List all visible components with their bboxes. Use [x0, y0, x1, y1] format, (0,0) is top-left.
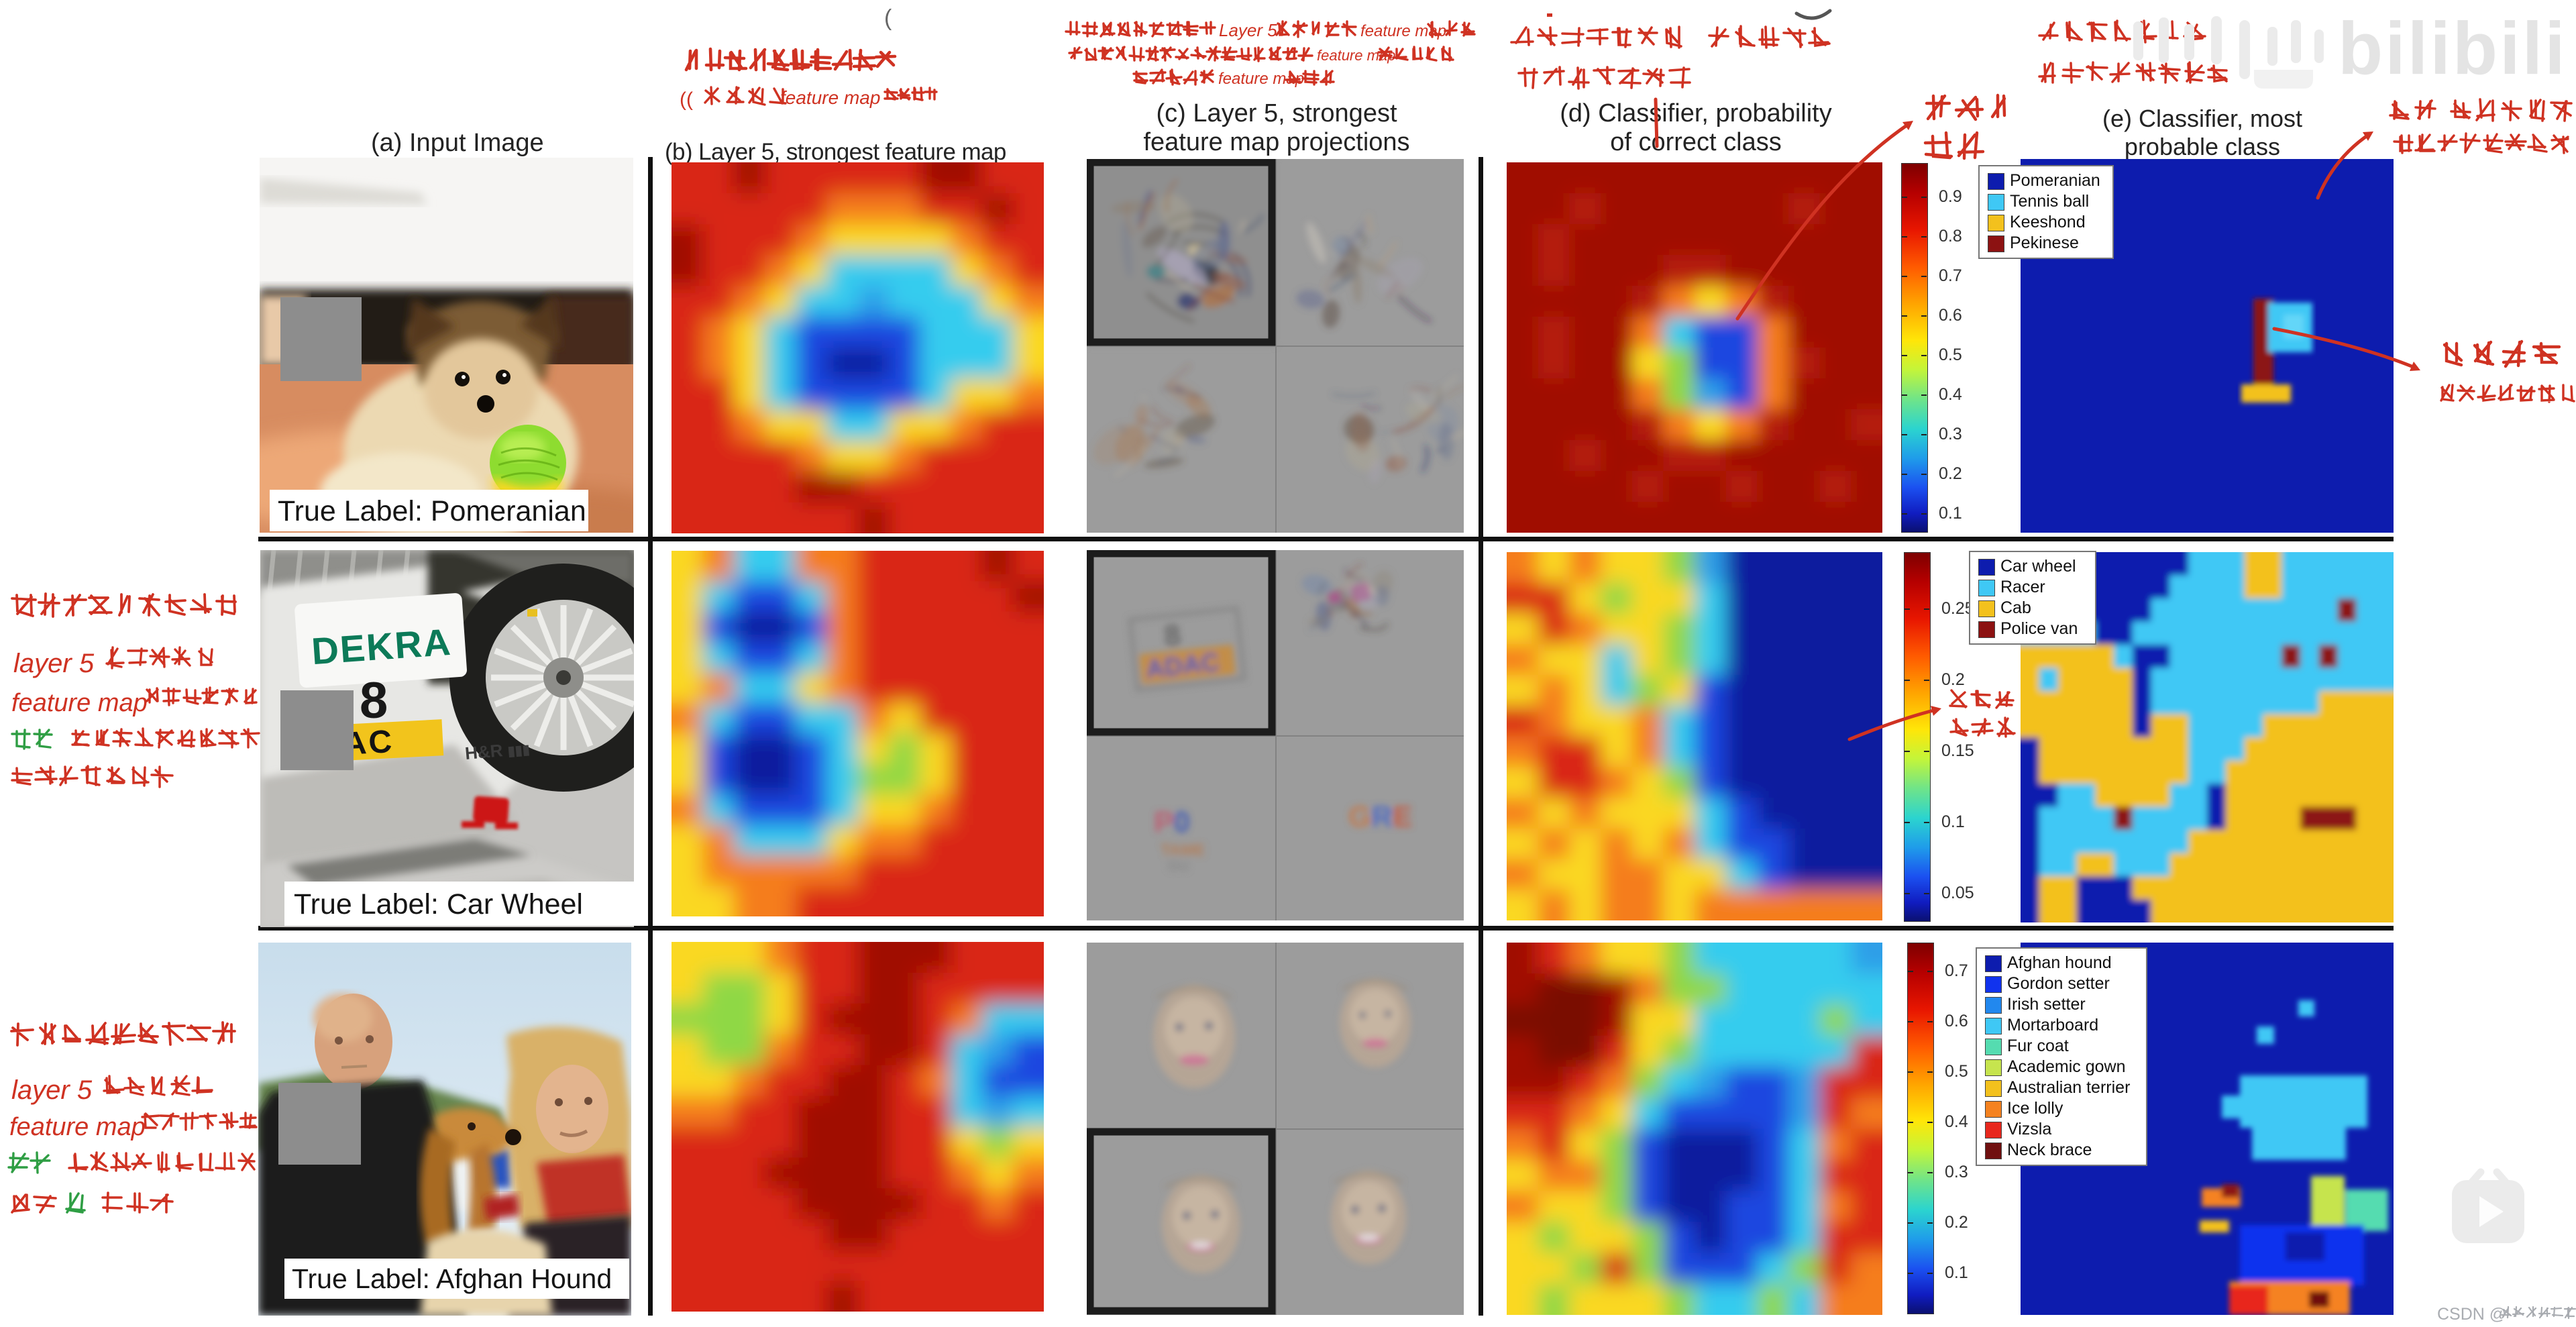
- svg-text:((: ((: [680, 89, 693, 111]
- svg-text:True Label: Car Wheel: True Label: Car Wheel: [294, 888, 583, 920]
- svg-text:bilibili: bilibili: [2338, 7, 2567, 90]
- svg-text:8: 8: [1163, 619, 1182, 653]
- svg-text:8: 8: [360, 672, 388, 729]
- svg-text:DEKRA: DEKRA: [310, 621, 453, 672]
- svg-text:feature map: feature map: [11, 689, 148, 717]
- svg-text:feature map: feature map: [780, 87, 880, 108]
- svg-text:GU: GU: [1167, 857, 1189, 874]
- svg-text:Layer 5: Layer 5: [1219, 20, 1277, 40]
- svg-text:P0: P0: [1154, 806, 1190, 839]
- svg-text:True Label: Afghan Hound: True Label: Afghan Hound: [292, 1263, 612, 1294]
- svg-text:GRE: GRE: [1348, 800, 1412, 833]
- svg-text:(: (: [884, 5, 892, 31]
- svg-text:feature map: feature map: [9, 1113, 146, 1141]
- svg-text:layer 5: layer 5: [13, 649, 95, 678]
- svg-text:TAME: TAME: [1161, 841, 1205, 859]
- svg-text:layer 5: layer 5: [11, 1075, 93, 1105]
- svg-text:True Label: Pomeranian: True Label: Pomeranian: [278, 495, 586, 527]
